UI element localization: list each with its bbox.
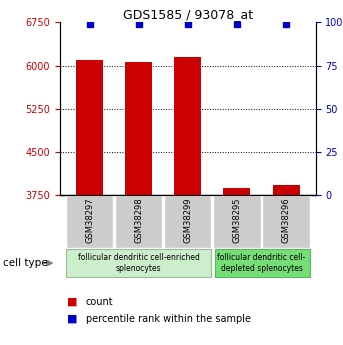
Bar [66,195,113,248]
Text: follicular dendritic cell-enriched
splenocytes: follicular dendritic cell-enriched splen… [78,253,200,273]
Bar [273,185,299,195]
Text: count: count [86,297,114,307]
Bar [66,249,211,277]
Text: GSM38298: GSM38298 [134,198,143,244]
Bar [223,188,250,195]
Text: percentile rank within the sample: percentile rank within the sample [86,314,251,324]
Text: GSM38295: GSM38295 [233,198,241,243]
Bar [125,62,152,195]
Bar [76,60,103,195]
Text: cell type: cell type [3,258,48,268]
Bar [164,195,211,248]
Bar [262,195,310,248]
Text: GSM38297: GSM38297 [85,198,94,244]
Text: follicular dendritic cell-
depleted splenocytes: follicular dendritic cell- depleted sple… [217,253,306,273]
Bar [215,249,310,277]
Bar [213,195,261,248]
Text: ■: ■ [67,297,78,307]
Bar [174,57,201,195]
Bar [115,195,162,248]
Text: GSM38296: GSM38296 [282,198,291,244]
Text: GSM38299: GSM38299 [183,198,192,243]
Title: GDS1585 / 93078_at: GDS1585 / 93078_at [123,8,253,21]
Text: ■: ■ [67,314,78,324]
